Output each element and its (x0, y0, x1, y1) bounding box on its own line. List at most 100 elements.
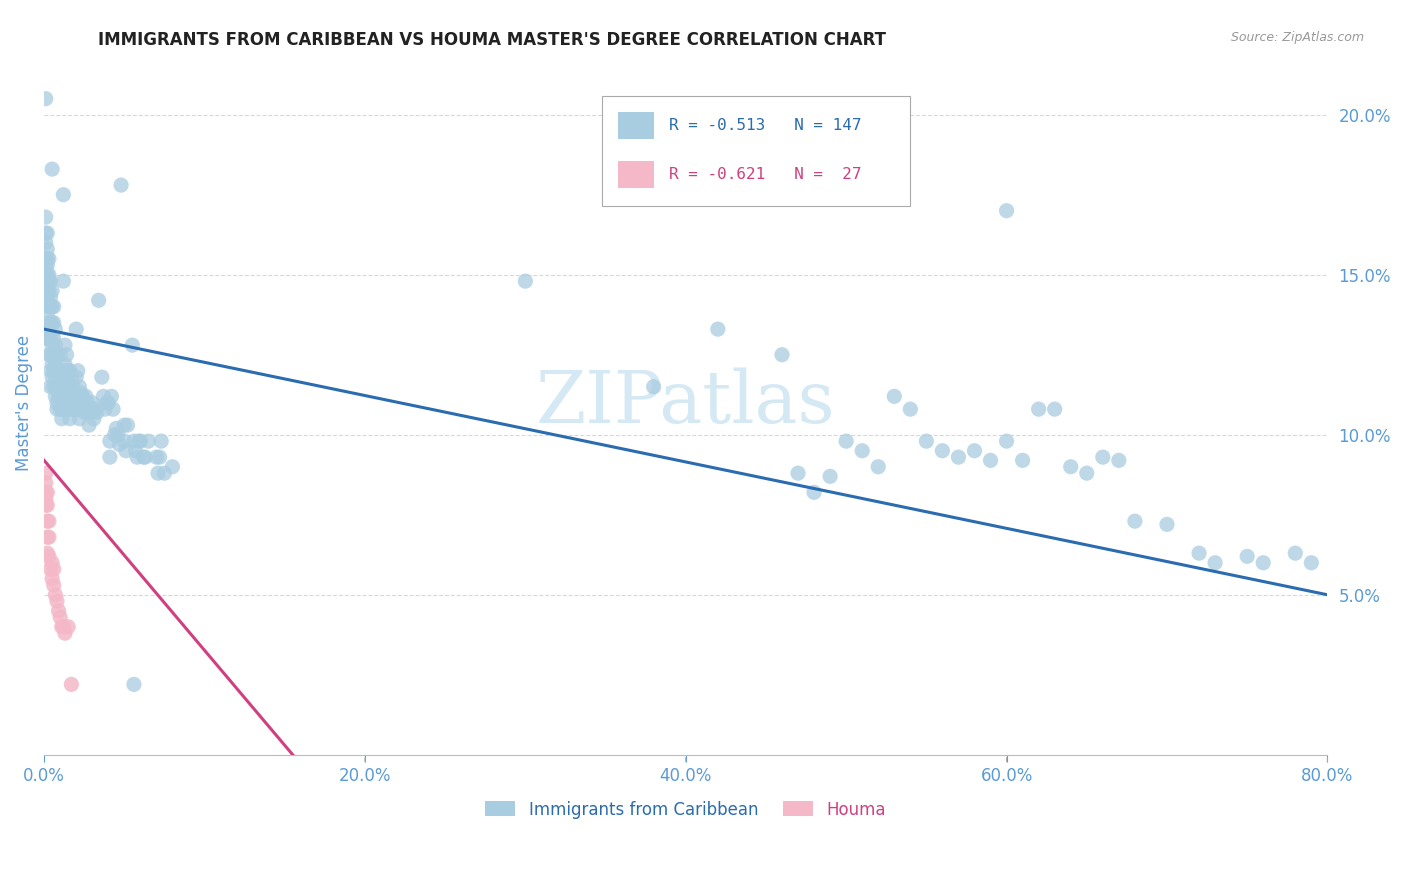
Point (86, 405, 108, 419)
Point (60, 677, 83, 691)
Point (37, 226, 59, 240)
Point (995, 434, 1018, 449)
Point (42, 316, 65, 330)
Point (38, 268, 60, 282)
Point (101, 402, 124, 417)
Point (37, 242, 59, 256)
Point (65, 322, 87, 336)
Point (41, 357, 63, 371)
Point (46, 594, 69, 608)
Point (44, 338, 66, 352)
Point (115, 443, 138, 458)
Point (41, 316, 63, 330)
Point (149, 450, 172, 464)
Point (1236, 549, 1258, 564)
Point (49, 364, 72, 378)
Point (41, 370, 63, 384)
Point (66, 364, 89, 378)
Point (150, 434, 173, 449)
Point (70, 386, 93, 401)
Point (44, 354, 66, 368)
Point (48, 380, 70, 394)
Point (46, 364, 69, 378)
Point (48, 604, 70, 618)
Point (818, 469, 841, 483)
Point (59, 395, 82, 409)
Point (963, 443, 986, 458)
Point (51, 370, 73, 384)
Point (1060, 459, 1083, 474)
Point (44, 322, 66, 336)
Point (39, 332, 62, 346)
Point (803, 485, 825, 500)
Text: IMMIGRANTS FROM CARIBBEAN VS HOUMA MASTER'S DEGREE CORRELATION CHART: IMMIGRANTS FROM CARIBBEAN VS HOUMA MASTE… (98, 31, 886, 49)
Point (35, 290, 58, 304)
Point (35, 235, 58, 250)
Point (42, 380, 65, 394)
Point (38, 549, 60, 564)
Point (70, 402, 93, 417)
Point (38, 332, 60, 346)
Point (55, 380, 77, 394)
Text: R = -0.513   N = 147: R = -0.513 N = 147 (669, 118, 862, 133)
Point (41, 162, 63, 177)
Point (59, 411, 82, 425)
Point (53, 386, 76, 401)
Point (65, 370, 87, 384)
Point (37, 293, 59, 308)
Point (42, 562, 65, 576)
Point (67, 380, 90, 394)
Point (1301, 556, 1323, 570)
Point (59, 364, 82, 378)
Point (49, 402, 72, 417)
FancyBboxPatch shape (617, 112, 654, 138)
Point (55, 348, 77, 362)
Point (42, 364, 65, 378)
Point (122, 677, 145, 691)
Point (76, 395, 98, 409)
Point (38, 252, 60, 266)
Point (948, 450, 970, 464)
Point (96, 395, 118, 409)
Point (35, 284, 58, 298)
Point (42, 578, 65, 592)
Point (1204, 556, 1226, 570)
Point (55, 402, 77, 417)
Point (1251, 556, 1274, 570)
Point (1028, 402, 1050, 417)
Point (56, 364, 79, 378)
Point (49, 348, 72, 362)
Point (60, 402, 83, 417)
Point (35, 92, 58, 106)
Point (35, 210, 58, 224)
Point (38, 348, 60, 362)
Point (44, 380, 66, 394)
Point (37, 546, 59, 560)
Point (770, 348, 793, 362)
Point (67, 411, 90, 425)
Point (37, 530, 59, 544)
Point (49, 380, 72, 394)
Point (41, 556, 63, 570)
Point (52, 380, 75, 394)
Point (37, 514, 59, 528)
Point (56, 380, 79, 394)
Point (39, 274, 62, 288)
Point (105, 421, 128, 435)
Point (39, 300, 62, 314)
Point (82, 395, 104, 409)
Point (35, 261, 58, 276)
Point (53, 626, 76, 640)
Point (41, 338, 63, 352)
Point (38, 300, 60, 314)
FancyBboxPatch shape (602, 96, 910, 205)
Point (38, 316, 60, 330)
Point (72, 389, 94, 403)
Point (38, 530, 60, 544)
Point (112, 434, 135, 449)
Point (35, 226, 58, 240)
Point (38, 514, 60, 528)
Point (98, 450, 121, 464)
Point (59, 380, 82, 394)
Point (138, 434, 160, 449)
